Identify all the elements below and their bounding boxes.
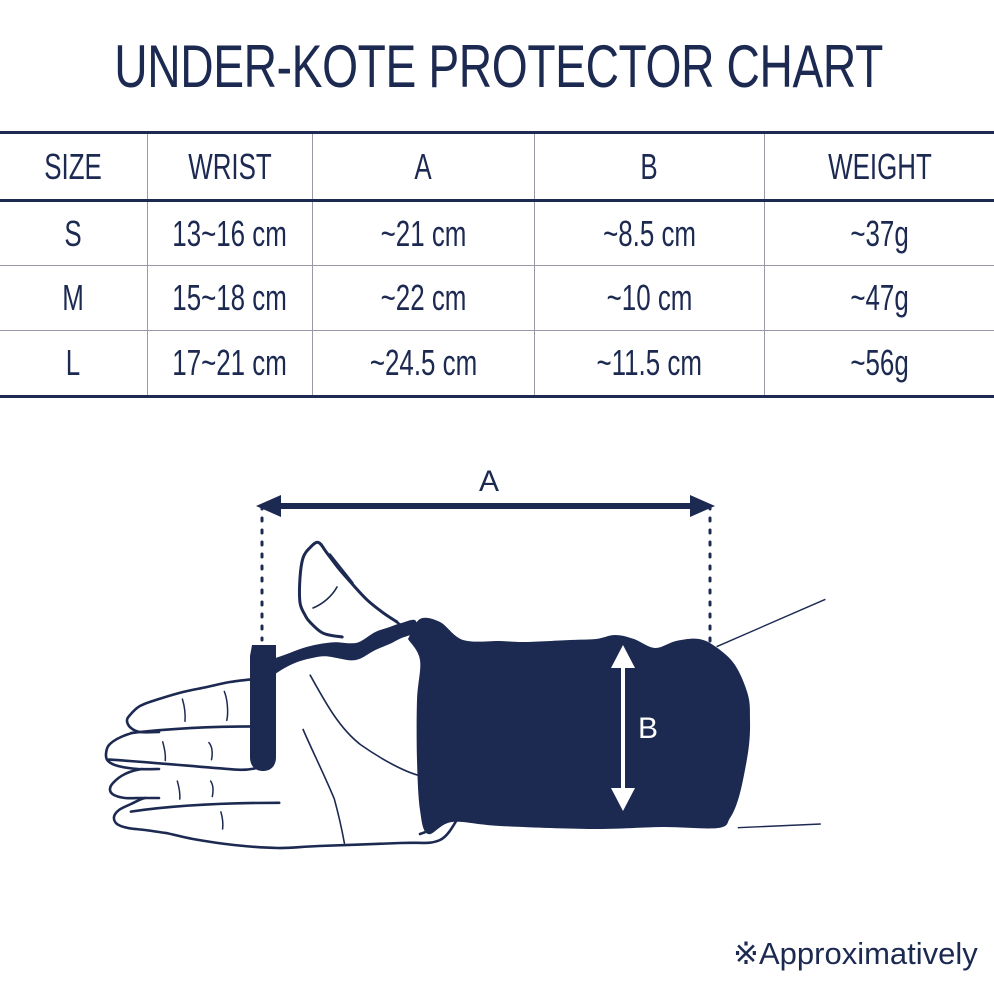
svg-text:B: B — [638, 712, 658, 745]
svg-text:A: A — [479, 465, 499, 498]
